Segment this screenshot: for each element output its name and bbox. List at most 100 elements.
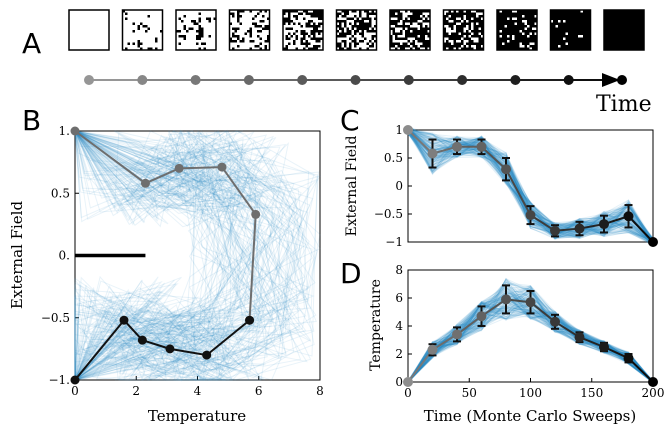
time-trace: [407, 125, 654, 245]
snapshot-spins: [550, 10, 591, 50]
mean-point: [599, 342, 609, 352]
ising-snapshot: [121, 9, 164, 51]
time-trace: [407, 126, 654, 245]
time-trace: [407, 132, 654, 244]
mean-point: [427, 148, 438, 159]
panel-b-trace: [74, 130, 229, 381]
panel-b-trace: [74, 130, 247, 381]
mean-point: [476, 311, 487, 322]
panel-b-trace: [74, 130, 232, 381]
mean-point: [550, 316, 560, 327]
mean-segment: [456, 315, 483, 336]
timeline-point: [563, 75, 574, 85]
panel-b-gray-path-point: [251, 209, 261, 219]
panel-b-trace: [74, 130, 303, 380]
panel-b-xtick-label: 8: [316, 384, 324, 398]
time-trace: [407, 288, 654, 383]
panel-d-ytick-label: 2: [395, 347, 403, 361]
panel-b-trace: [74, 130, 226, 381]
panel-b-trace: [74, 130, 267, 381]
time-trace: [407, 293, 654, 383]
mean-point: [599, 219, 609, 230]
time-trace: [407, 283, 654, 383]
time-trace: [407, 129, 654, 242]
panel-b-trace: [74, 130, 315, 381]
mean-point: [648, 237, 658, 247]
panel-b-trace: [74, 129, 296, 381]
timeline-point: [617, 75, 627, 85]
panel-b-trace: [74, 130, 283, 381]
mean-point: [525, 297, 536, 308]
panel-b-trace: [74, 130, 295, 381]
panel-d-ytick-label: 8: [395, 263, 403, 277]
panel-b-trace: [74, 130, 260, 381]
panel-b-trace: [74, 130, 312, 381]
mean-segment: [480, 146, 507, 170]
snapshot-spins: [443, 10, 484, 50]
timeline-point: [297, 75, 308, 85]
ising-snapshot: [68, 9, 110, 51]
timeline-point: [403, 75, 414, 85]
time-trace: [407, 300, 654, 384]
panel-b-trace: [74, 130, 309, 381]
mean-point: [403, 377, 413, 387]
panel-b-trace: [74, 130, 310, 381]
mean-point: [501, 164, 511, 175]
timeline-point: [84, 75, 94, 85]
time-trace: [407, 127, 654, 245]
time-trace: [407, 282, 654, 383]
mean-point: [476, 141, 487, 152]
panel-b-trace: [74, 130, 312, 381]
panel-b-trace: [74, 130, 300, 381]
panel-b-trace: [74, 130, 288, 381]
panel-b-trace: [74, 130, 252, 381]
panel-b-trace: [74, 130, 277, 381]
time-trace: [407, 130, 654, 246]
panel-d-xlabel: Time (Monte Carlo Sweeps): [424, 407, 636, 425]
panel-c-ytick-label: −0.5: [374, 207, 403, 221]
panel-d-xtick-label: 150: [580, 386, 603, 400]
panel-b-xtick-label: 4: [194, 384, 202, 398]
panel-b-xlabel: Temperature: [148, 407, 246, 425]
mean-point: [501, 294, 511, 305]
panel-c-ytick-label: 1: [395, 123, 403, 137]
time-trace: [407, 126, 654, 247]
panel-b-trace: [74, 130, 265, 381]
panel-c-ytick-label: 0.5: [384, 151, 403, 165]
mean-point: [427, 344, 438, 355]
time-trace: [407, 127, 654, 244]
time-trace: [407, 285, 654, 383]
panel-b-xtick-label: 0: [71, 384, 79, 398]
timeline-point: [190, 75, 201, 85]
time-trace: [407, 280, 654, 383]
time-trace: [407, 295, 654, 383]
mean-point: [525, 210, 536, 221]
panel-b-xtick-label: 6: [255, 384, 263, 398]
panel-b-trace: [74, 130, 279, 381]
panel-b-ytick-label: 1.: [59, 124, 70, 138]
panel-b-trace: [74, 130, 315, 381]
panel-b-trace: [74, 130, 292, 381]
ising-snapshot: [549, 9, 592, 51]
panel-b-trace: [74, 130, 280, 381]
panel-b-trace: [74, 130, 266, 381]
panel-b-trace: [74, 130, 266, 381]
panel-b-ytick-label: −0.5: [41, 311, 70, 325]
panel-b-trace: [74, 130, 295, 380]
panel-b-trace: [74, 130, 306, 381]
time-trace: [407, 285, 654, 383]
panel-b-trace: [74, 130, 238, 382]
panel-b-trace: [74, 130, 302, 381]
time-trace: [407, 288, 654, 383]
panel-b-trace: [74, 130, 313, 381]
panel-b-trace: [74, 130, 315, 381]
panel-b-trace: [74, 130, 269, 381]
panel-b-trace: [74, 130, 271, 381]
panel-b-trace: [74, 130, 314, 381]
panel-b-trace: [74, 130, 318, 381]
panel-c-ytick-label: 0: [395, 179, 403, 193]
panel-b-trace: [74, 129, 276, 381]
time-trace: [407, 126, 654, 241]
panel-traces: [407, 125, 654, 247]
panel-b-trace: [74, 130, 313, 382]
